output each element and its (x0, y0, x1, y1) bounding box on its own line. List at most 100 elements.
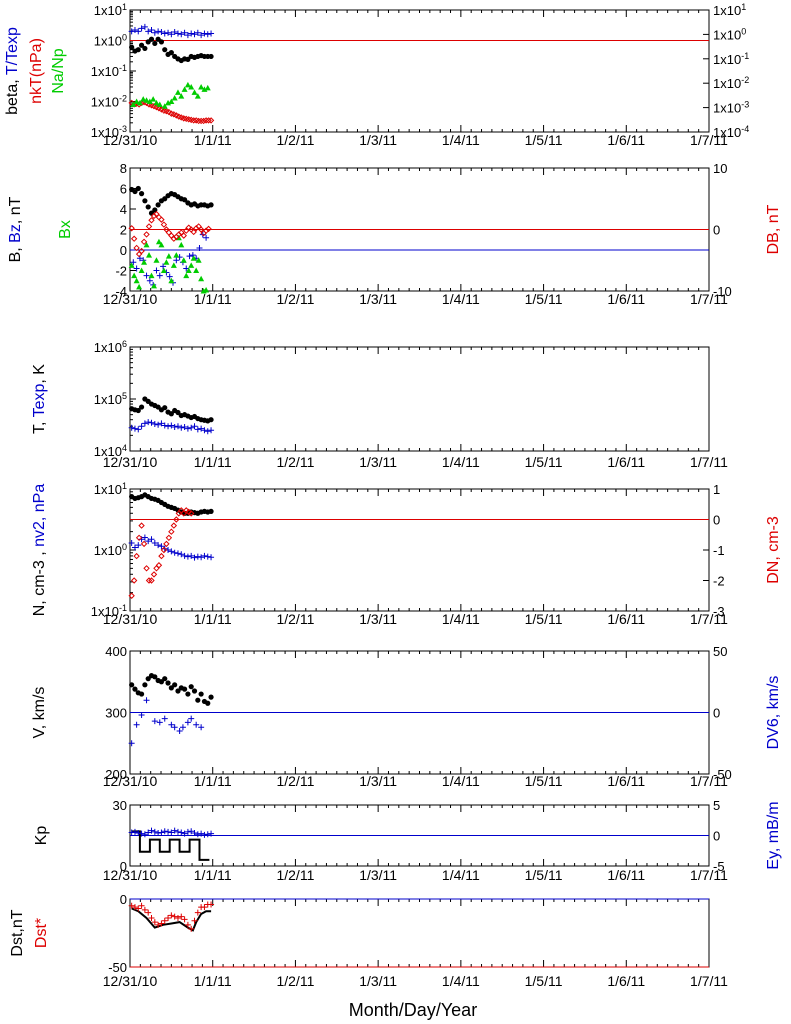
data-point (197, 226, 205, 233)
data-point (148, 217, 155, 224)
y-right-tick-label: 1x10-3 (713, 100, 749, 116)
data-point (174, 423, 181, 430)
y-tick-label: 1x10-2 (91, 94, 127, 110)
data-point (166, 273, 173, 280)
data-point (173, 516, 180, 523)
x-tick-label: 1/7/11 (690, 291, 728, 307)
data-point (133, 721, 140, 728)
y-axis-label: nkT(nPa) (28, 38, 45, 104)
x-tick-label: 1/1/11 (194, 773, 232, 789)
data-point (201, 904, 208, 911)
data-point (145, 419, 152, 426)
data-point (171, 913, 178, 920)
x-tick-label: 1/6/11 (607, 773, 645, 789)
data-point (208, 30, 215, 37)
x-tick-label: 1/3/11 (359, 867, 397, 883)
series-t (129, 396, 214, 424)
x-tick-label: 1/3/11 (359, 773, 397, 789)
data-point (145, 223, 153, 230)
data-point (171, 827, 178, 834)
x-tick-label: 1/3/11 (359, 454, 397, 470)
x-tick-label: 1/1/11 (194, 291, 232, 307)
data-point (135, 830, 142, 837)
data-point (156, 101, 163, 107)
data-point (191, 554, 198, 561)
data-point (145, 204, 151, 210)
data-point (198, 691, 204, 697)
plot-frame (129, 898, 710, 968)
y-axis-label: Na/Np (50, 48, 67, 93)
data-point (142, 45, 148, 52)
x-tick-label: 1/5/11 (525, 973, 563, 989)
data-point (131, 544, 138, 551)
data-point (141, 831, 148, 838)
data-point (141, 420, 148, 427)
data-point (158, 216, 165, 223)
y-tick-label: 1x101 (94, 2, 127, 18)
data-point (168, 829, 175, 836)
data-point (148, 536, 155, 543)
series-dst (131, 907, 212, 932)
data-point (163, 540, 170, 548)
data-point (179, 724, 186, 731)
x-tick-label: 1/7/11 (690, 611, 728, 627)
y-tick-label: 1x100 (94, 33, 127, 49)
y-right-tick-label: -5 (713, 859, 725, 874)
series-bz (130, 231, 210, 288)
x-tick-label: 1/6/11 (607, 867, 645, 883)
x-tick-label: 1/1/11 (194, 132, 232, 148)
data-point (181, 916, 188, 923)
y-right-tick-label: -2 (713, 574, 725, 589)
data-point (184, 921, 191, 928)
data-point (172, 682, 178, 688)
data-point (168, 31, 175, 38)
data-point (174, 550, 181, 557)
data-point (148, 27, 155, 34)
y-right-tick-label: -1 (713, 543, 725, 558)
data-point (133, 552, 140, 560)
data-point (155, 202, 161, 208)
data-point (138, 711, 145, 718)
data-point (142, 682, 148, 688)
data-point (135, 407, 141, 414)
data-point (175, 688, 181, 694)
data-point (184, 553, 191, 560)
y-tick-label: 300 (105, 706, 127, 721)
y-right-tick-label: 1x101 (713, 2, 746, 18)
data-point (191, 917, 198, 924)
data-point (135, 47, 141, 53)
data-point (181, 830, 188, 837)
y-tick-label: 0 (120, 892, 127, 907)
data-point (198, 830, 205, 837)
y-right-tick-label: 10 (713, 161, 727, 176)
data-point (188, 925, 195, 932)
data-point (181, 86, 188, 92)
data-point (200, 117, 207, 125)
data-point (158, 552, 165, 560)
data-point (188, 828, 195, 835)
data-point (155, 421, 162, 428)
data-point (188, 262, 195, 268)
data-point (160, 546, 168, 554)
data-point (208, 202, 214, 208)
data-point (128, 829, 135, 836)
series-db (128, 210, 212, 258)
data-point (152, 674, 158, 680)
y-tick-label: 1x100 (94, 542, 127, 558)
series-beta (129, 36, 214, 64)
data-point (135, 905, 142, 912)
data-point (201, 831, 208, 838)
data-point (165, 534, 173, 542)
data-point (151, 919, 158, 926)
data-point (188, 715, 195, 722)
panel-density: 1x10-1 1x100 1x101 -3 -2 -1 0 1 N, cm-3 , nv2, n… (31, 481, 782, 619)
data-point (174, 30, 181, 37)
data-point (198, 554, 205, 561)
data-point (136, 283, 143, 290)
y-right-axis-label: DN, cm-3 (765, 516, 782, 584)
series-ey (128, 827, 215, 838)
data-point (171, 423, 178, 430)
series-bx (128, 234, 210, 294)
data-point (128, 225, 135, 232)
data-point (168, 548, 175, 555)
